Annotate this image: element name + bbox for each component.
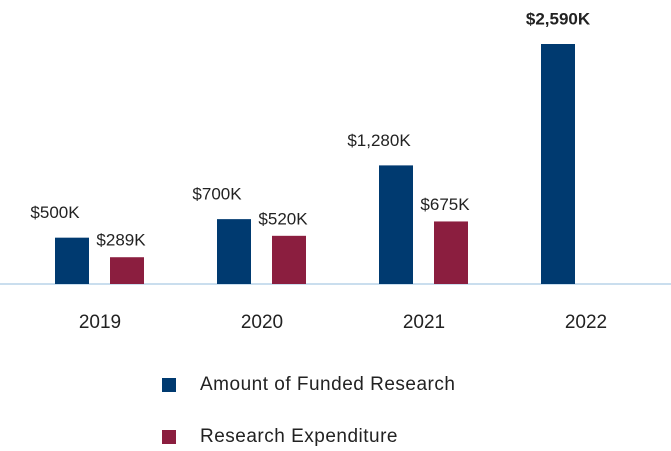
data-label: $289K (96, 231, 146, 250)
bar (55, 237, 89, 284)
legend-label: Research Expenditure (200, 426, 398, 447)
data-label: $700K (192, 185, 242, 204)
data-label: $1,280K (347, 131, 411, 150)
bar (272, 235, 306, 284)
legend-swatch (162, 378, 176, 392)
bar (434, 221, 468, 284)
x-tick-label: 2021 (403, 312, 445, 333)
data-label: $500K (30, 203, 80, 222)
x-tick-label: 2019 (79, 312, 121, 333)
bar (110, 257, 144, 284)
legend-label: Amount of Funded Research (200, 374, 455, 395)
x-tick-label: 2020 (241, 312, 283, 333)
data-label: $520K (258, 209, 308, 228)
data-label: $2,590K (526, 9, 591, 28)
bar (217, 219, 251, 284)
bar (541, 44, 575, 284)
data-label: $675K (420, 195, 470, 214)
legend-swatch (162, 430, 176, 444)
bar (379, 165, 413, 284)
x-tick-label: 2022 (565, 312, 607, 333)
